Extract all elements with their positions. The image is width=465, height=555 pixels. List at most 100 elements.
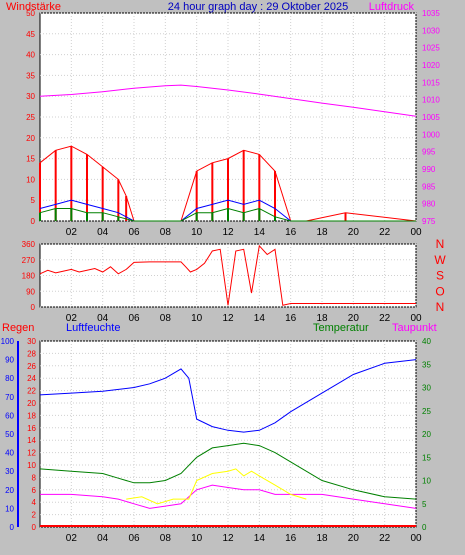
direction-y-tick: 0 bbox=[31, 303, 36, 312]
climate-x-tick: 12 bbox=[222, 533, 234, 544]
rain-y-tick: 26 bbox=[27, 362, 36, 371]
rain-y-tick: 14 bbox=[27, 436, 36, 445]
temperature-y-tick: 40 bbox=[422, 337, 431, 346]
direction-x-tick: 12 bbox=[222, 313, 234, 324]
direction-x-tick: 22 bbox=[379, 313, 391, 324]
wind-label: Windstärke bbox=[6, 1, 61, 13]
humidity-y-tick: 0 bbox=[10, 523, 15, 532]
direction-x-tick: 08 bbox=[160, 313, 172, 324]
pressure-y-tick: 1025 bbox=[422, 44, 440, 53]
climate-series-2 bbox=[40, 484, 417, 509]
direction-x-tick: 00 bbox=[410, 313, 422, 324]
wind-x-tick: 22 bbox=[379, 227, 391, 238]
pressure-y-tick: 980 bbox=[422, 200, 436, 209]
rain-y-tick: 10 bbox=[27, 461, 36, 470]
pressure-y-tick: 1010 bbox=[422, 96, 440, 105]
pressure-y-tick: 985 bbox=[422, 182, 436, 191]
wind-x-tick: 16 bbox=[285, 227, 297, 238]
direction-y-tick: 360 bbox=[22, 240, 36, 249]
direction-y-tick: 180 bbox=[22, 272, 36, 281]
pressure-y-tick: 990 bbox=[422, 165, 436, 174]
chart-title: 24 hour graph day : 29 Oktober 2025 bbox=[168, 1, 348, 13]
rain-y-tick: 18 bbox=[27, 411, 36, 420]
wind-y-tick: 5 bbox=[31, 196, 36, 205]
humidity-y-tick: 50 bbox=[5, 430, 14, 439]
temperature-y-tick: 5 bbox=[422, 500, 427, 509]
climate-x-tick: 16 bbox=[285, 533, 297, 544]
climate-series-1 bbox=[39, 442, 417, 500]
pressure-y-tick: 995 bbox=[422, 148, 436, 157]
climate-series-0 bbox=[39, 359, 417, 433]
wind-x-tick: 04 bbox=[97, 227, 109, 238]
temperature-y-tick: 10 bbox=[422, 477, 431, 486]
direction-letter: N bbox=[436, 300, 445, 314]
direction-x-tick: 16 bbox=[285, 313, 297, 324]
humidity-y-tick: 30 bbox=[5, 467, 14, 476]
humidity-y-tick: 80 bbox=[5, 374, 14, 383]
wind-y-tick: 30 bbox=[26, 92, 35, 101]
wind-y-tick: 20 bbox=[26, 134, 35, 143]
rain-y-tick: 0 bbox=[32, 523, 37, 532]
wind-y-tick: 35 bbox=[26, 71, 35, 80]
rain-y-tick: 30 bbox=[27, 337, 36, 346]
direction-x-tick: 04 bbox=[97, 313, 109, 324]
wind-y-tick: 50 bbox=[26, 9, 35, 18]
temperature-y-tick: 20 bbox=[422, 430, 431, 439]
humidity-y-tick: 90 bbox=[5, 356, 14, 365]
direction-series-0 bbox=[39, 244, 416, 306]
wind-x-tick: 12 bbox=[222, 227, 234, 238]
direction-x-tick: 20 bbox=[348, 313, 360, 324]
wind-y-tick: 45 bbox=[26, 30, 35, 39]
rain-label: Regen bbox=[2, 322, 34, 334]
rain-y-tick: 16 bbox=[27, 424, 36, 433]
climate-x-tick: 10 bbox=[191, 533, 203, 544]
wind-x-tick: 10 bbox=[191, 227, 203, 238]
climate-x-tick: 00 bbox=[410, 533, 422, 544]
humidity-y-tick: 70 bbox=[5, 393, 14, 402]
rain-y-tick: 6 bbox=[32, 486, 37, 495]
climate-x-tick: 14 bbox=[254, 533, 266, 544]
climate-x-tick: 22 bbox=[379, 533, 391, 544]
wind-x-tick: 02 bbox=[66, 227, 78, 238]
wind-x-tick: 06 bbox=[128, 227, 140, 238]
direction-x-tick: 02 bbox=[66, 313, 78, 324]
wind-x-tick: 00 bbox=[410, 227, 422, 238]
wind-series-3 bbox=[39, 207, 416, 222]
pressure-y-tick: 1030 bbox=[422, 26, 440, 35]
wind-series-0 bbox=[39, 84, 417, 117]
pressure-y-tick: 1005 bbox=[422, 113, 440, 122]
direction-y-tick: 90 bbox=[26, 287, 35, 296]
rain-y-tick: 4 bbox=[32, 498, 37, 507]
climate-x-tick: 04 bbox=[97, 533, 109, 544]
pressure-y-tick: 1020 bbox=[422, 61, 440, 70]
pressure-y-tick: 1035 bbox=[422, 9, 440, 18]
direction-y-tick: 270 bbox=[22, 256, 36, 265]
rain-y-tick: 2 bbox=[32, 511, 37, 520]
temperature-y-tick: 25 bbox=[422, 407, 431, 416]
direction-x-tick: 14 bbox=[254, 313, 266, 324]
rain-y-tick: 22 bbox=[27, 387, 36, 396]
direction-letter: S bbox=[436, 269, 444, 283]
temperature-label: Temperatur bbox=[313, 322, 369, 334]
climate-x-tick: 06 bbox=[128, 533, 140, 544]
rain-y-tick: 20 bbox=[27, 399, 36, 408]
direction-x-tick: 18 bbox=[316, 313, 328, 324]
wind-x-tick: 20 bbox=[348, 227, 360, 238]
direction-x-tick: 10 bbox=[191, 313, 203, 324]
dewpoint-label: Taupunkt bbox=[392, 322, 437, 334]
direction-x-tick: 06 bbox=[128, 313, 140, 324]
climate-x-tick: 18 bbox=[316, 533, 328, 544]
wind-x-tick: 18 bbox=[316, 227, 328, 238]
humidity-y-tick: 40 bbox=[5, 449, 14, 458]
rain-y-tick: 8 bbox=[32, 473, 37, 482]
wind-x-tick: 08 bbox=[160, 227, 172, 238]
pressure-label: Luftdruck bbox=[369, 1, 415, 13]
wind-y-tick: 0 bbox=[31, 217, 36, 226]
pressure-y-tick: 1015 bbox=[422, 78, 440, 87]
wind-y-tick: 40 bbox=[26, 51, 35, 60]
temperature-y-tick: 15 bbox=[422, 453, 431, 462]
direction-letter: O bbox=[435, 284, 444, 298]
wind-y-tick: 25 bbox=[26, 113, 35, 122]
climate-x-tick: 08 bbox=[160, 533, 172, 544]
